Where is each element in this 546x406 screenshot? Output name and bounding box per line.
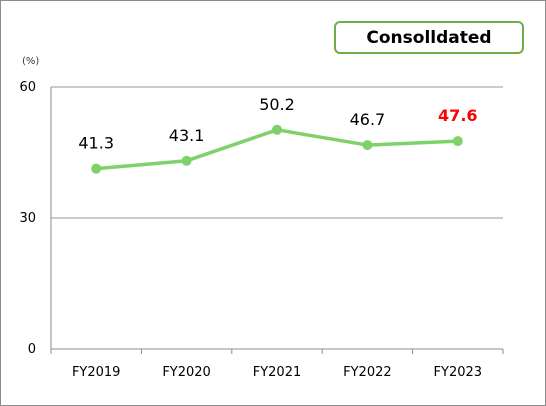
y-tick-label: 30 (19, 211, 36, 226)
data-label: 46.7 (350, 110, 386, 129)
x-tick-label: FY2022 (343, 365, 392, 380)
data-point (181, 155, 192, 166)
consolidated-badge: Consolldated (334, 21, 524, 54)
data-point (272, 124, 282, 135)
data-label-highlight: 47.6 (438, 106, 477, 125)
data-point (91, 163, 102, 174)
data-point (362, 140, 373, 151)
x-tick-label: FY2023 (434, 365, 483, 380)
axes (50, 87, 504, 354)
x-axis-ticks: FY2019 FY2020 FY2021 FY2022 FY2023 (72, 365, 482, 380)
consolidated-badge-label: Consolldated (366, 27, 492, 48)
y-tick-label: 60 (19, 80, 36, 95)
data-point (452, 136, 463, 147)
y-axis-ticks: 0 30 60 (19, 80, 36, 357)
gridlines (51, 86, 503, 219)
x-tick-label: FY2020 (162, 365, 211, 380)
data-label: 50.2 (259, 95, 295, 114)
x-tick-label: FY2021 (253, 365, 302, 380)
data-label: 43.1 (169, 126, 205, 145)
data-points (91, 124, 463, 174)
y-tick-label: 0 (28, 342, 36, 357)
data-label: 41.3 (78, 134, 114, 153)
y-axis-unit: (%) (22, 56, 40, 67)
series-line-group (94, 128, 460, 171)
series-line (94, 128, 460, 171)
data-labels: 41.3 43.1 50.2 46.7 47.6 (78, 95, 477, 153)
x-tick-label: FY2019 (72, 365, 121, 380)
